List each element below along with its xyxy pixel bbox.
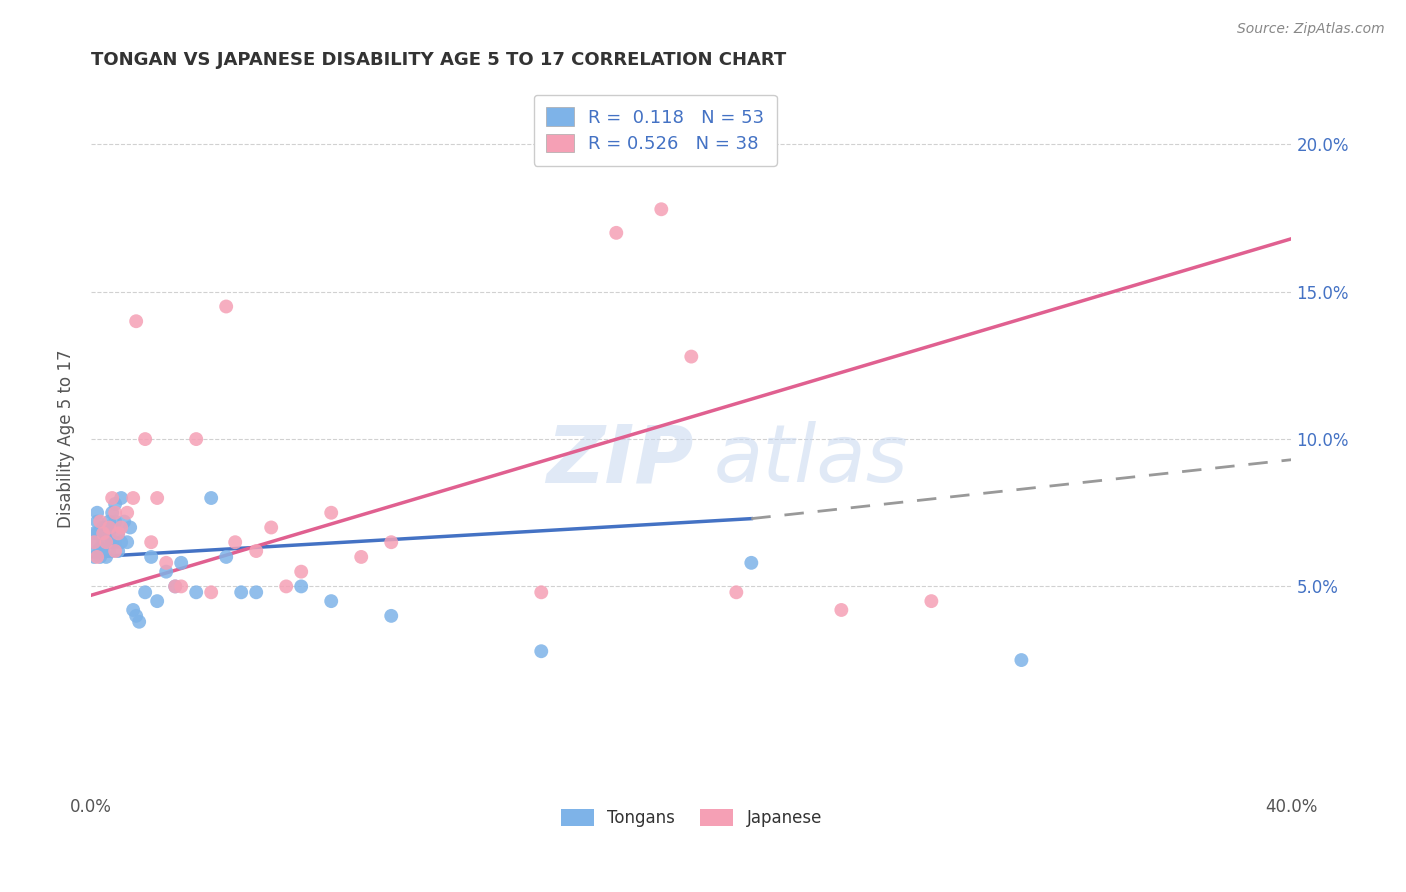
Point <box>98 520 121 534</box>
Point <box>98 515 121 529</box>
Point <box>170 556 193 570</box>
Point <box>83 535 105 549</box>
Point <box>290 565 312 579</box>
Point <box>86 544 108 558</box>
Point <box>1010 653 1032 667</box>
Point <box>91 544 114 558</box>
Point <box>740 556 762 570</box>
Point <box>110 520 132 534</box>
Point <box>650 202 672 217</box>
Point <box>128 615 150 629</box>
Point <box>101 506 124 520</box>
Point <box>115 535 138 549</box>
Point <box>134 432 156 446</box>
Point <box>112 515 135 529</box>
Point <box>96 535 118 549</box>
Point <box>260 520 283 534</box>
Point <box>155 556 177 570</box>
Point <box>110 491 132 505</box>
Point <box>86 515 108 529</box>
Text: Source: ZipAtlas.com: Source: ZipAtlas.com <box>1237 22 1385 37</box>
Point <box>89 541 111 555</box>
Point <box>104 515 127 529</box>
Point <box>89 549 111 564</box>
Point <box>104 535 127 549</box>
Point <box>146 594 169 608</box>
Point <box>98 526 121 541</box>
Point <box>321 594 343 608</box>
Point <box>530 644 553 658</box>
Point <box>104 497 127 511</box>
Point <box>155 565 177 579</box>
Point <box>115 506 138 520</box>
Point <box>86 526 108 541</box>
Point <box>83 549 105 564</box>
Point <box>96 535 118 549</box>
Point <box>125 608 148 623</box>
Point <box>215 549 238 564</box>
Point <box>186 432 208 446</box>
Point <box>605 226 627 240</box>
Point <box>120 520 142 534</box>
Point <box>107 526 129 541</box>
Point <box>91 526 114 541</box>
Point <box>215 300 238 314</box>
Point <box>245 544 267 558</box>
Point <box>110 535 132 549</box>
Point <box>107 526 129 541</box>
Point <box>830 603 852 617</box>
Point <box>170 579 193 593</box>
Point <box>146 491 169 505</box>
Point <box>224 535 246 549</box>
Point <box>290 579 312 593</box>
Point <box>530 585 553 599</box>
Point <box>83 526 105 541</box>
Text: TONGAN VS JAPANESE DISABILITY AGE 5 TO 17 CORRELATION CHART: TONGAN VS JAPANESE DISABILITY AGE 5 TO 1… <box>91 51 786 69</box>
Point <box>165 579 187 593</box>
Point <box>91 520 114 534</box>
Point <box>125 314 148 328</box>
Point <box>350 549 373 564</box>
Point <box>98 544 121 558</box>
Point <box>141 549 163 564</box>
Point <box>920 594 942 608</box>
Point <box>380 535 402 549</box>
Point <box>122 491 145 505</box>
Point <box>104 544 127 558</box>
Text: atlas: atlas <box>714 421 908 500</box>
Point <box>86 506 108 520</box>
Point <box>104 506 127 520</box>
Point <box>276 579 298 593</box>
Point <box>165 579 187 593</box>
Point <box>725 585 748 599</box>
Point <box>231 585 253 599</box>
Point <box>96 526 118 541</box>
Point <box>107 544 129 558</box>
Point <box>86 549 108 564</box>
Point <box>89 515 111 529</box>
Point <box>245 585 267 599</box>
Point <box>101 535 124 549</box>
Point <box>122 603 145 617</box>
Point <box>681 350 703 364</box>
Point <box>186 585 208 599</box>
Point <box>91 535 114 549</box>
Y-axis label: Disability Age 5 to 17: Disability Age 5 to 17 <box>58 350 75 528</box>
Point <box>89 526 111 541</box>
Point <box>101 520 124 534</box>
Point <box>101 491 124 505</box>
Point <box>321 506 343 520</box>
Point <box>200 585 222 599</box>
Legend: Tongans, Japanese: Tongans, Japanese <box>554 802 828 834</box>
Point <box>141 535 163 549</box>
Point <box>83 535 105 549</box>
Text: ZIP: ZIP <box>546 421 693 500</box>
Point <box>96 549 118 564</box>
Point <box>134 585 156 599</box>
Point <box>200 491 222 505</box>
Point <box>96 520 118 534</box>
Point <box>380 608 402 623</box>
